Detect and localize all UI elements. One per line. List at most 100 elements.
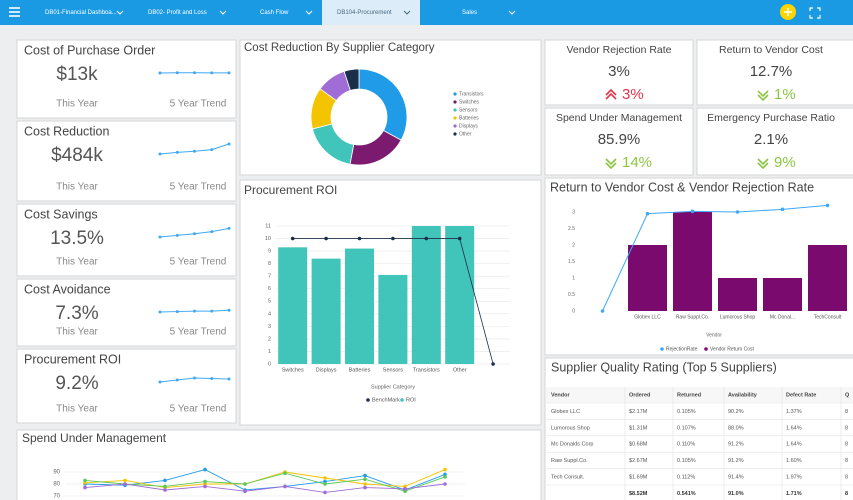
sparkline-point bbox=[193, 232, 196, 236]
chart-title: Procurement ROI bbox=[244, 183, 337, 197]
x-tick-label: Displays bbox=[316, 367, 337, 373]
bar bbox=[628, 245, 667, 311]
line-point bbox=[443, 475, 447, 479]
table-header-bg bbox=[546, 387, 853, 403]
line-point bbox=[363, 485, 367, 490]
line-point bbox=[203, 484, 207, 489]
table-cell: $1.31M bbox=[629, 425, 648, 431]
legend-swatch bbox=[704, 347, 708, 351]
y-tick-label: 2.5 bbox=[568, 226, 575, 232]
legend-label: Vendor Return Cost bbox=[710, 346, 755, 352]
kpi-trend-label: 5 Year Trend bbox=[170, 257, 227, 268]
y-tick-label: 1 bbox=[572, 275, 575, 281]
column-header: Defect Rate bbox=[786, 392, 816, 398]
card bbox=[16, 203, 237, 277]
line-point bbox=[163, 488, 167, 492]
kpi-title: Spend Under Management bbox=[556, 112, 682, 124]
legend-swatch bbox=[453, 108, 457, 112]
y-tick-label: 8 bbox=[268, 261, 271, 267]
sparkline-point bbox=[158, 380, 162, 384]
table-cell: 8 bbox=[845, 458, 848, 464]
kpi-change: 3% bbox=[622, 86, 644, 103]
kpi-value: 9.2% bbox=[55, 373, 98, 394]
line-point bbox=[491, 362, 495, 366]
table-cell: 91.2% bbox=[728, 458, 744, 464]
tab-label: Sales bbox=[462, 10, 477, 16]
bar bbox=[808, 245, 847, 311]
y-tick-label: 0.5 bbox=[568, 292, 575, 298]
table-cell: Raw Suppl.Co. bbox=[551, 458, 588, 464]
kpi-value: 2.1% bbox=[754, 131, 788, 148]
total-cell: $8.52M bbox=[629, 491, 648, 497]
nav-bar bbox=[0, 0, 853, 25]
line-point bbox=[735, 210, 740, 214]
add-icon bbox=[784, 8, 792, 16]
kpi-change: 1% bbox=[774, 86, 796, 103]
kpi-trend-label: 5 Year Trend bbox=[170, 99, 227, 110]
y-tick-label: 1.5 bbox=[568, 259, 575, 265]
sparkline-point bbox=[193, 71, 196, 75]
card bbox=[16, 120, 237, 202]
column-header: Vendor bbox=[551, 392, 571, 398]
change-arrow bbox=[605, 88, 617, 100]
sparkline-point bbox=[193, 149, 196, 153]
table-cell: 91.4% bbox=[728, 474, 744, 480]
card bbox=[696, 39, 853, 106]
table-cell: 8 bbox=[845, 425, 848, 431]
line-point bbox=[825, 203, 830, 208]
legend-label: BenchMark bbox=[372, 397, 400, 403]
kpi-change: 9% bbox=[774, 154, 796, 171]
sparkline-point bbox=[210, 309, 214, 313]
y-tick-label: 7 bbox=[268, 274, 271, 280]
line-point bbox=[283, 484, 287, 489]
sparkline-point bbox=[175, 310, 179, 314]
table-title: Supplier Quality Rating (Top 5 Suppliers… bbox=[551, 360, 777, 374]
sparkline-point bbox=[175, 378, 179, 382]
table-cell: 88.0% bbox=[728, 425, 744, 431]
kpi-trend-label: 5 Year Trend bbox=[170, 404, 227, 415]
card bbox=[16, 348, 237, 424]
column-header: Availability bbox=[728, 392, 758, 398]
sparkline-point bbox=[158, 235, 162, 239]
kpi-title: Cost Avoidance bbox=[24, 282, 111, 296]
table-cell: Globex LLC bbox=[551, 409, 580, 415]
table-cell: 1.97% bbox=[786, 474, 802, 480]
table-cell: Tech Consult. bbox=[551, 474, 585, 480]
x-tick-label: Transistors bbox=[413, 367, 440, 373]
table-cell: 0.112% bbox=[677, 474, 695, 480]
bar bbox=[763, 278, 802, 311]
line-point bbox=[600, 309, 605, 313]
line-point bbox=[243, 489, 247, 494]
kpi-period: This Year bbox=[56, 99, 98, 110]
line-series bbox=[84, 472, 446, 492]
y-tick-label: 11 bbox=[265, 223, 271, 229]
sparkline-point bbox=[193, 376, 196, 380]
sparkline-point bbox=[227, 226, 231, 230]
legend-label: Batteries bbox=[459, 115, 479, 121]
kpi-change: 14% bbox=[622, 154, 652, 171]
kpi-title: Emergency Purchase Ratio bbox=[707, 112, 835, 124]
line-point bbox=[290, 236, 295, 241]
table-cell: 8 bbox=[845, 474, 848, 480]
tab-chevron bbox=[219, 10, 227, 15]
tab-label: DB104-Procurement bbox=[337, 10, 392, 16]
y-tick-label: 4 bbox=[268, 311, 271, 317]
change-arrow bbox=[757, 90, 769, 102]
expand-icon[interactable] bbox=[809, 7, 821, 19]
x-tick-label: Lumorous Shop bbox=[720, 314, 756, 320]
line-point bbox=[123, 478, 127, 483]
line-point bbox=[323, 476, 327, 480]
table-cell: $2.67M bbox=[629, 458, 648, 464]
line-point bbox=[323, 482, 327, 486]
y-tick-label: 70 bbox=[53, 494, 60, 500]
table-cell: 8 bbox=[845, 409, 848, 415]
total-cell: 8 bbox=[845, 491, 848, 497]
line-point bbox=[363, 482, 367, 486]
kpi-period: This Year bbox=[56, 182, 98, 193]
x-tick-label: Mc Donal... bbox=[770, 314, 795, 320]
nav-tab[interactable] bbox=[322, 0, 420, 25]
card bbox=[16, 278, 237, 347]
sparkline-point bbox=[175, 233, 179, 237]
